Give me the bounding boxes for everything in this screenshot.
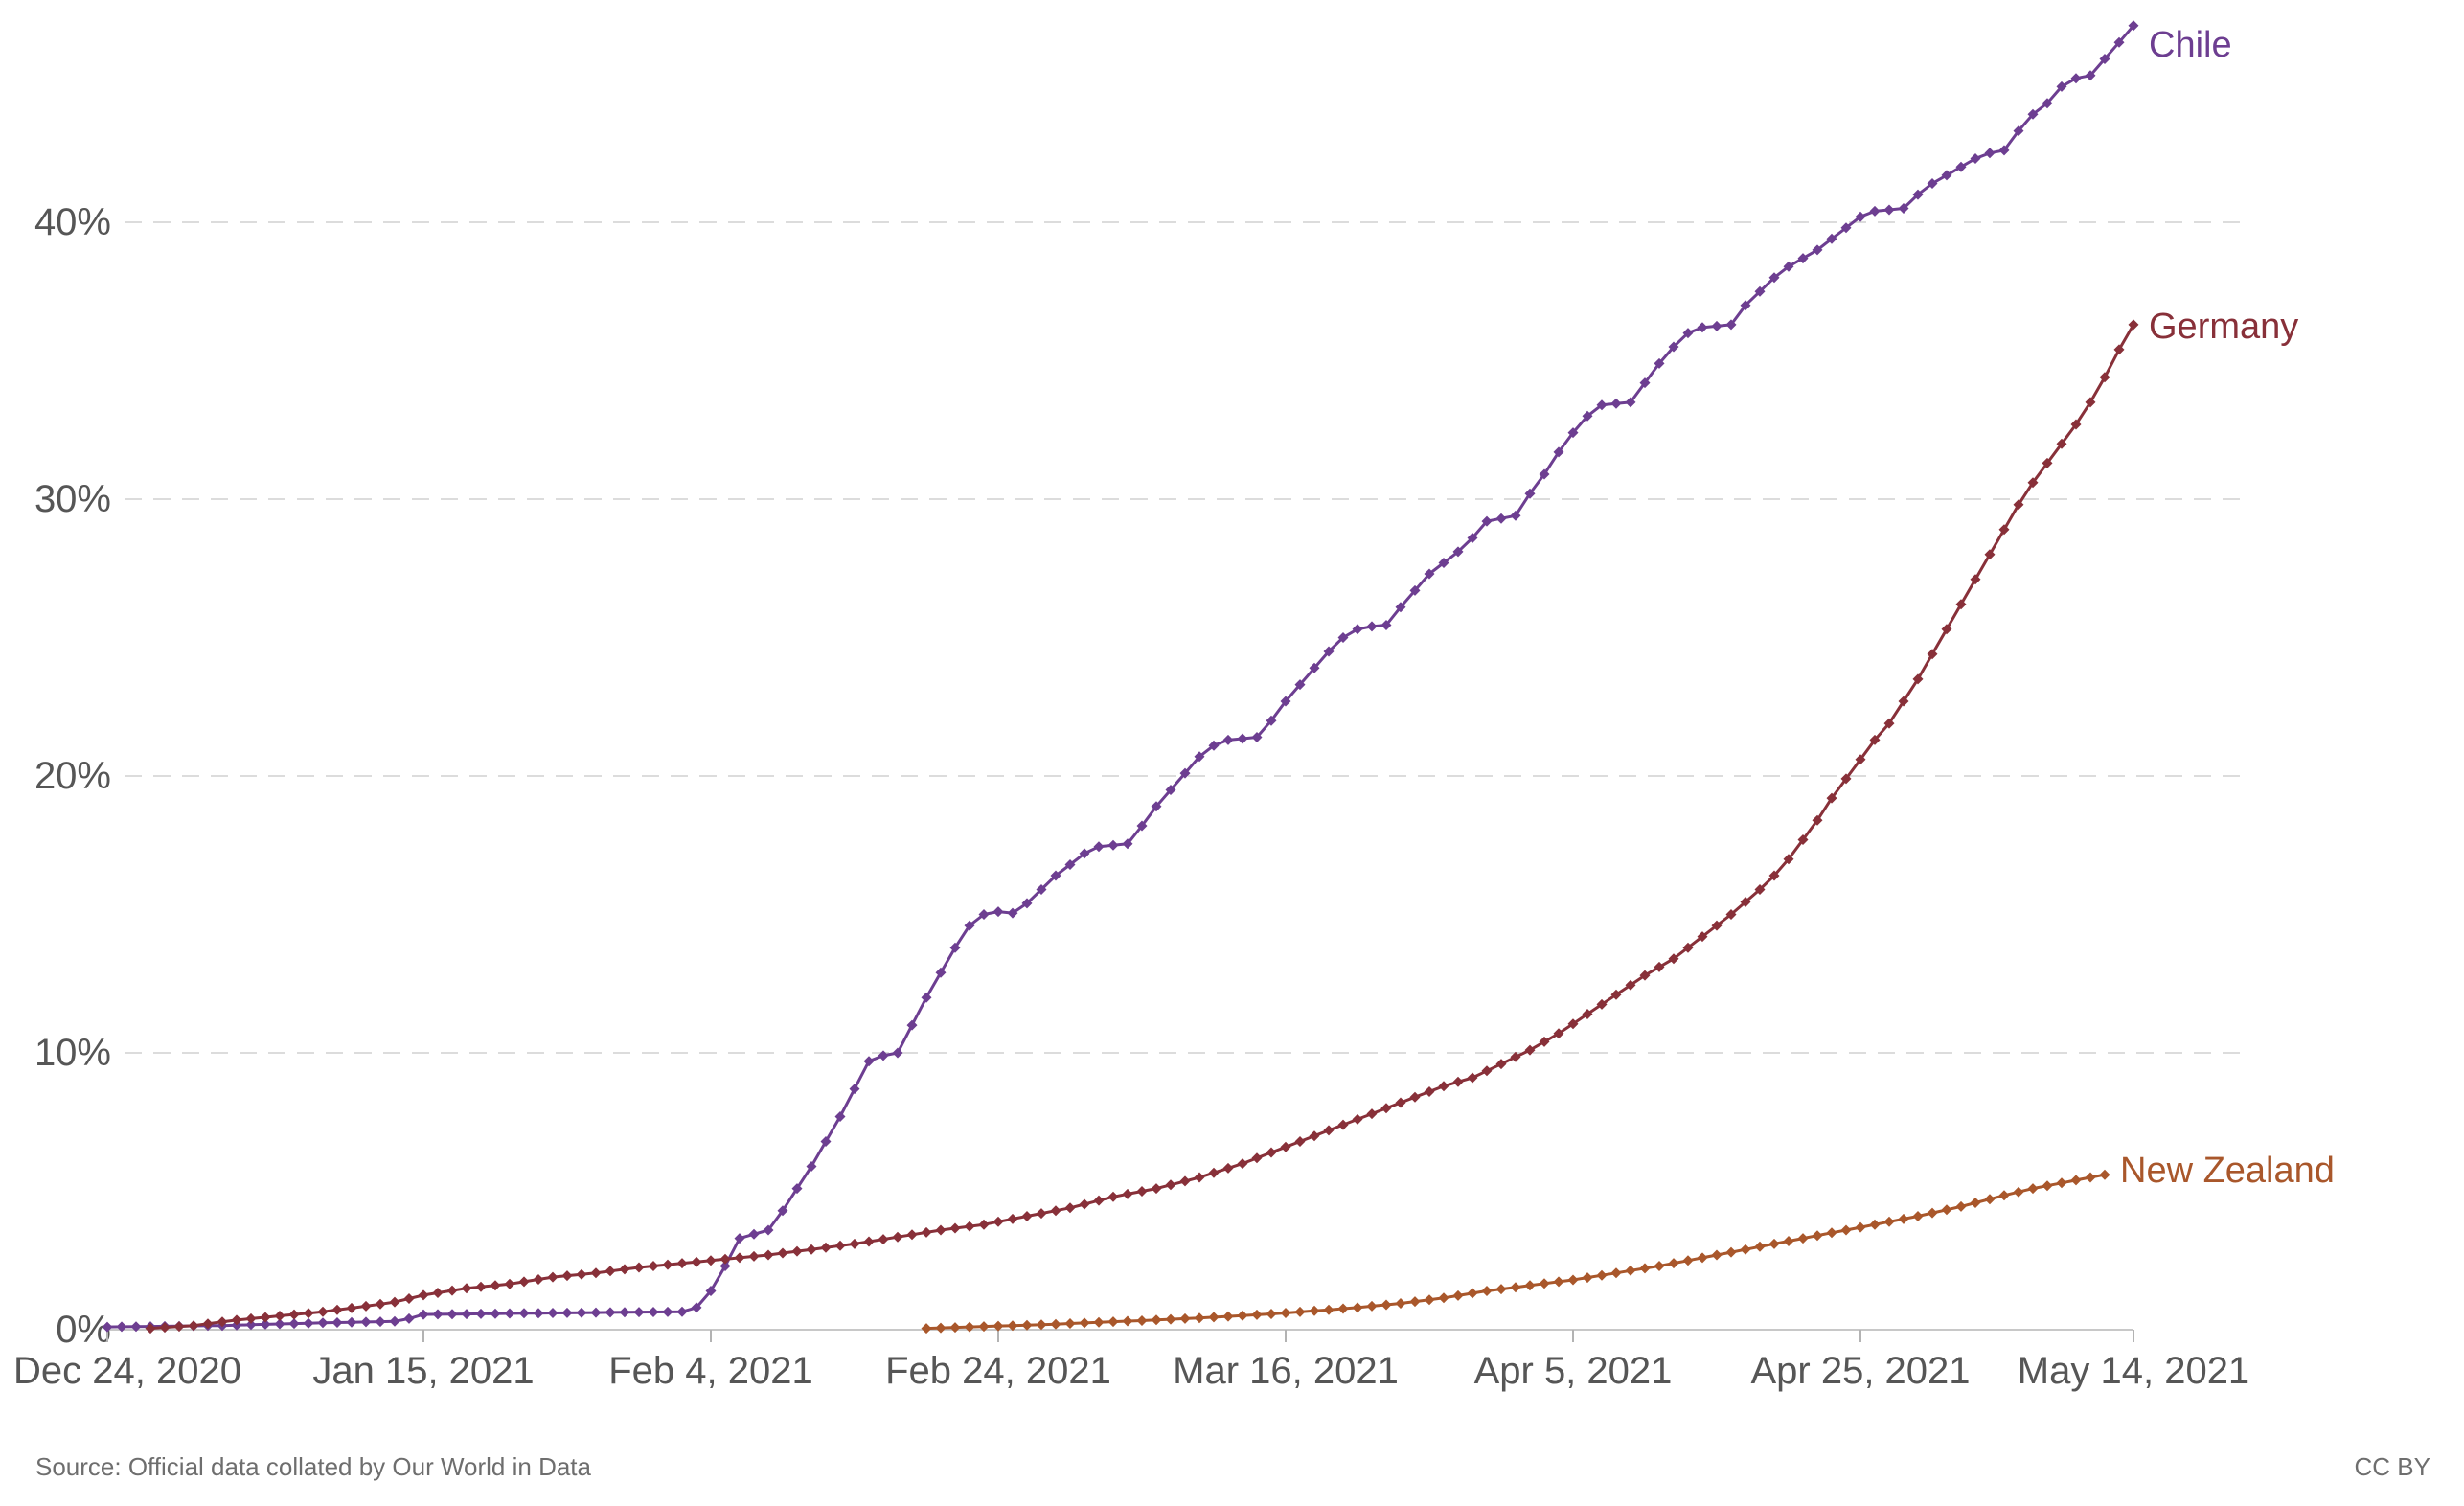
- new-zealand-markers: [921, 1169, 2110, 1335]
- x-tick-label: Feb 24, 2021: [885, 1350, 1111, 1392]
- series-label-germany[interactable]: Germany: [2149, 307, 2298, 347]
- source-note: Source: Official data collated by Our Wo…: [35, 1452, 592, 1481]
- x-tick-label: Dec 24, 2020: [13, 1350, 241, 1392]
- series-group: [102, 20, 2139, 1335]
- y-tick-label: 0%: [56, 1309, 111, 1351]
- series-labels: Chile Germany New Zealand: [2120, 25, 2335, 1191]
- x-tick-label: Mar 16, 2021: [1173, 1350, 1399, 1392]
- chile-line[interactable]: [105, 24, 2135, 1329]
- x-tick-label: Apr 5, 2021: [1474, 1350, 1673, 1392]
- x-tick-label: Feb 4, 2021: [608, 1350, 813, 1392]
- gridlines: [125, 221, 2247, 1054]
- x-tick-label: Apr 25, 2021: [1750, 1350, 1970, 1392]
- license-note: CC BY: [2355, 1452, 2430, 1481]
- series-label-new-zealand[interactable]: New Zealand: [2120, 1151, 2335, 1191]
- chile-markers: [102, 20, 2139, 1333]
- y-tick-label: 30%: [34, 478, 111, 520]
- y-tick-label: 20%: [34, 755, 111, 797]
- y-tick-label: 10%: [34, 1032, 111, 1074]
- new-zealand-line[interactable]: [924, 1173, 2107, 1331]
- series-label-chile[interactable]: Chile: [2149, 25, 2232, 65]
- x-tick-label: May 14, 2021: [2018, 1350, 2249, 1392]
- y-tick-label: 40%: [34, 201, 111, 243]
- x-axis: Dec 24, 2020 Jan 15, 2021 Feb 4, 2021 Feb 2…: [13, 1329, 2249, 1392]
- x-tick-label: Jan 15, 2021: [312, 1350, 534, 1392]
- y-axis: 0% 10% 20% 30% 40%: [34, 201, 111, 1351]
